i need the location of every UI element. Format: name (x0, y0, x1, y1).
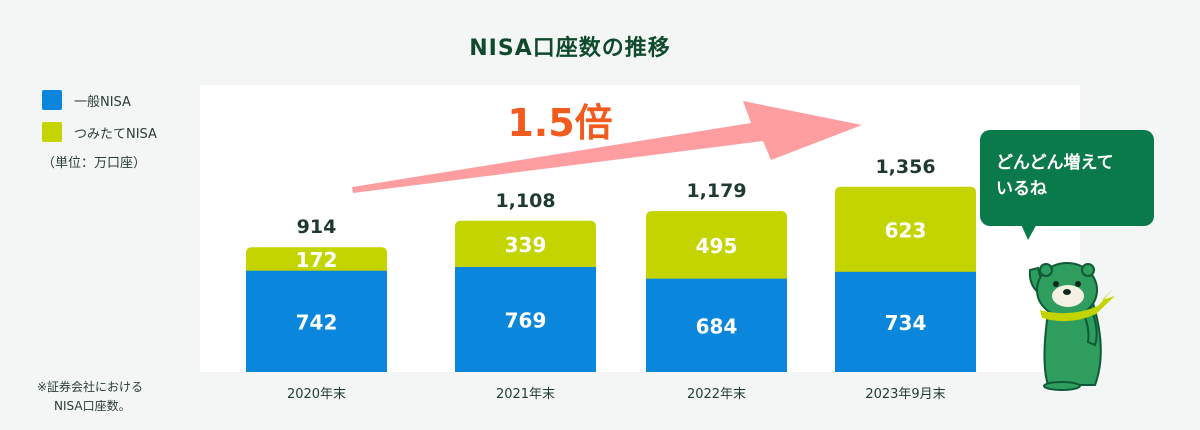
legend-swatch-tsumitate (42, 122, 62, 142)
bar-general-2 (646, 278, 787, 372)
mascot-ear-right (1081, 263, 1095, 277)
total-label-1: 1,108 (495, 190, 555, 212)
data-label-general-0: 742 (296, 310, 338, 334)
data-label-tsumitate-1: 339 (505, 233, 547, 257)
x-tick-label-2: 2022年末 (687, 387, 746, 402)
mascot-eye-left (1053, 281, 1059, 287)
data-label-tsumitate-2: 495 (696, 234, 738, 258)
data-label-general-3: 734 (885, 311, 927, 335)
x-tick-label-3: 2023年9月末 (865, 387, 945, 402)
bar-general-3 (835, 271, 976, 372)
data-label-tsumitate-3: 623 (885, 218, 927, 242)
footnote: ※証券会社における NISA口座数。 (37, 378, 143, 416)
footnote-line-2: NISA口座数。 (54, 399, 131, 413)
mascot-ear-left (1039, 263, 1053, 277)
chart-title: NISA口座数の推移 (469, 36, 671, 61)
mascot-scarf (1040, 288, 1115, 322)
bar-tsumitate-2 (646, 211, 787, 280)
data-label-general-2: 684 (696, 314, 738, 338)
total-label-0: 914 (297, 216, 337, 238)
legend-item-general: 一般NISA (42, 90, 157, 110)
total-label-2: 1,179 (686, 180, 746, 202)
total-label-3: 1,356 (875, 156, 935, 178)
mascot-muzzle (1052, 285, 1084, 307)
speech-bubble-line-1: どんどん増えて (996, 153, 1114, 173)
unit-label: （単位：万口座） (42, 156, 147, 171)
mascot-nose (1063, 289, 1071, 295)
speech-bubble-line-2: いるね (996, 179, 1047, 199)
data-label-tsumitate-0: 172 (296, 248, 338, 272)
legend-label-tsumitate: つみたてNISA (74, 126, 157, 142)
footnote-line-1: ※証券会社における (37, 380, 144, 394)
bar-tsumitate-1 (455, 220, 596, 269)
x-tick-label-1: 2021年末 (496, 387, 555, 402)
growth-arrow (352, 101, 862, 193)
mascot-illustration (1028, 262, 1115, 391)
bar-general-1 (455, 267, 596, 372)
mascot-eye-right (1075, 281, 1081, 287)
speech-bubble: どんどん増えて いるね (980, 130, 1154, 226)
legend-item-tsumitate: つみたてNISA (42, 122, 157, 142)
legend: 一般NISA つみたてNISA (42, 90, 157, 154)
data-label-general-1: 769 (505, 309, 547, 333)
bar-tsumitate-3 (835, 186, 976, 273)
x-tick-label-0: 2020年末 (287, 387, 346, 402)
speech-bubble-tail (1020, 222, 1038, 240)
mascot-feet (1043, 381, 1081, 391)
bar-general-0 (246, 270, 387, 372)
legend-label-general: 一般NISA (74, 94, 131, 110)
bar-tsumitate-0 (246, 247, 387, 272)
legend-swatch-general (42, 90, 62, 110)
growth-label: 1.5倍 (507, 101, 612, 145)
